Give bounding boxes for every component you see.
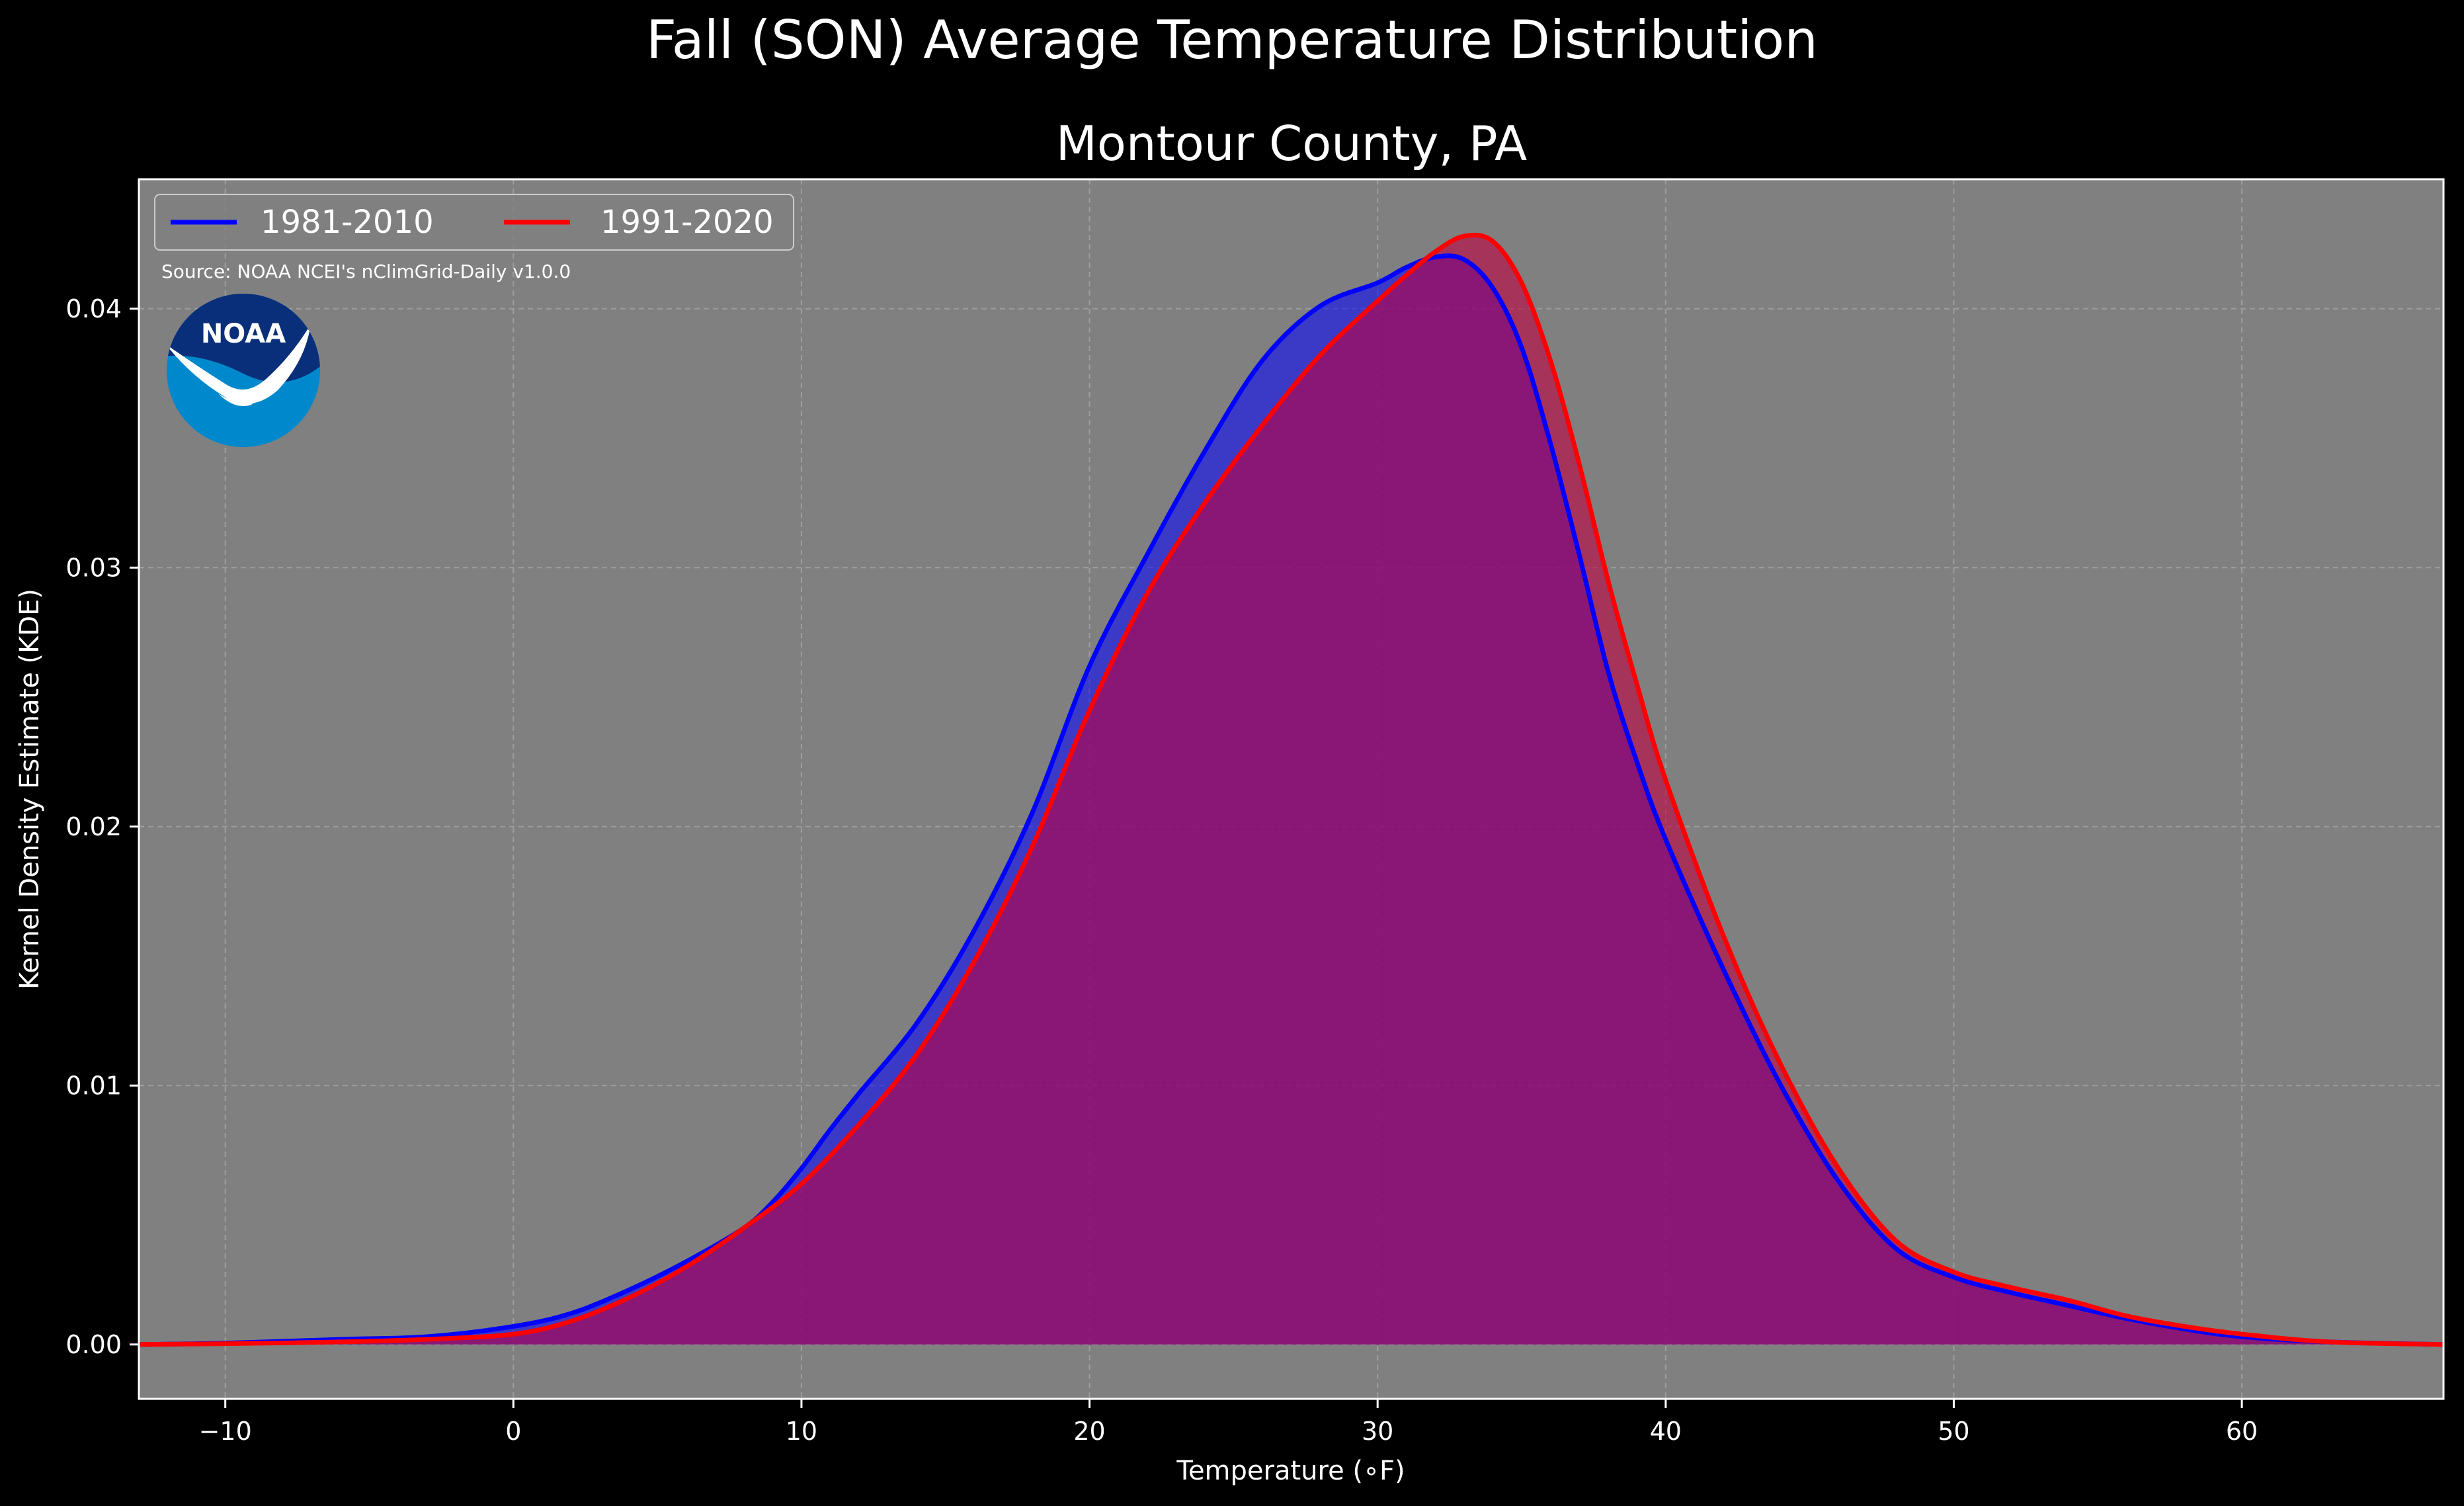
x-tick-label: 0 [505, 1417, 521, 1446]
noaa-logo-text: NOAA [201, 319, 286, 349]
legend-label-1981-2010: 1981-2010 [261, 204, 434, 241]
legend-label-1991-2020: 1991-2020 [600, 204, 774, 241]
y-axis-ticks: 0.00 0.01 0.02 0.03 0.04 [65, 294, 139, 1359]
y-tick-label: 0.00 [65, 1330, 122, 1359]
x-axis-label: Temperature (∘F) [1176, 1456, 1405, 1486]
y-axis-label: Kernel Density Estimate (KDE) [15, 589, 45, 989]
x-tick-label: 50 [1938, 1417, 1969, 1446]
x-tick-label: 30 [1362, 1417, 1393, 1446]
x-tick-label: 10 [786, 1417, 817, 1446]
noaa-logo-gull [167, 324, 311, 404]
plot-frame [138, 178, 2445, 1400]
chart-suptitle: Fall (SON) Average Temperature Distribut… [646, 9, 1818, 71]
series-fill-1991-2020 [139, 235, 2443, 1345]
chart-title: Montour County, PA [1056, 116, 1527, 171]
x-tick-label: 40 [1650, 1417, 1682, 1446]
y-tick-label: 0.03 [65, 553, 122, 582]
x-tick-label: −10 [199, 1417, 252, 1446]
noaa-logo-icon: NOAA [167, 294, 320, 447]
y-tick-label: 0.02 [65, 812, 122, 841]
y-tick-label: 0.04 [65, 294, 122, 323]
series-lines [138, 232, 2444, 1347]
y-tick-label: 0.01 [65, 1071, 122, 1100]
x-tick-label: 60 [2226, 1417, 2258, 1446]
legend: 1981-2010 1991-2020 [154, 194, 794, 251]
series-fills [139, 235, 2443, 1345]
series-line-1981-2010 [138, 253, 2444, 1347]
source-note: Source: NOAA NCEI's nClimGrid-Daily v1.0… [161, 261, 571, 282]
x-axis-ticks: −10 0 10 20 30 40 50 60 [199, 1399, 2258, 1446]
series-line-1991-2020 [138, 232, 2444, 1347]
x-tick-label: 20 [1073, 1417, 1105, 1446]
legend-box [154, 194, 794, 251]
